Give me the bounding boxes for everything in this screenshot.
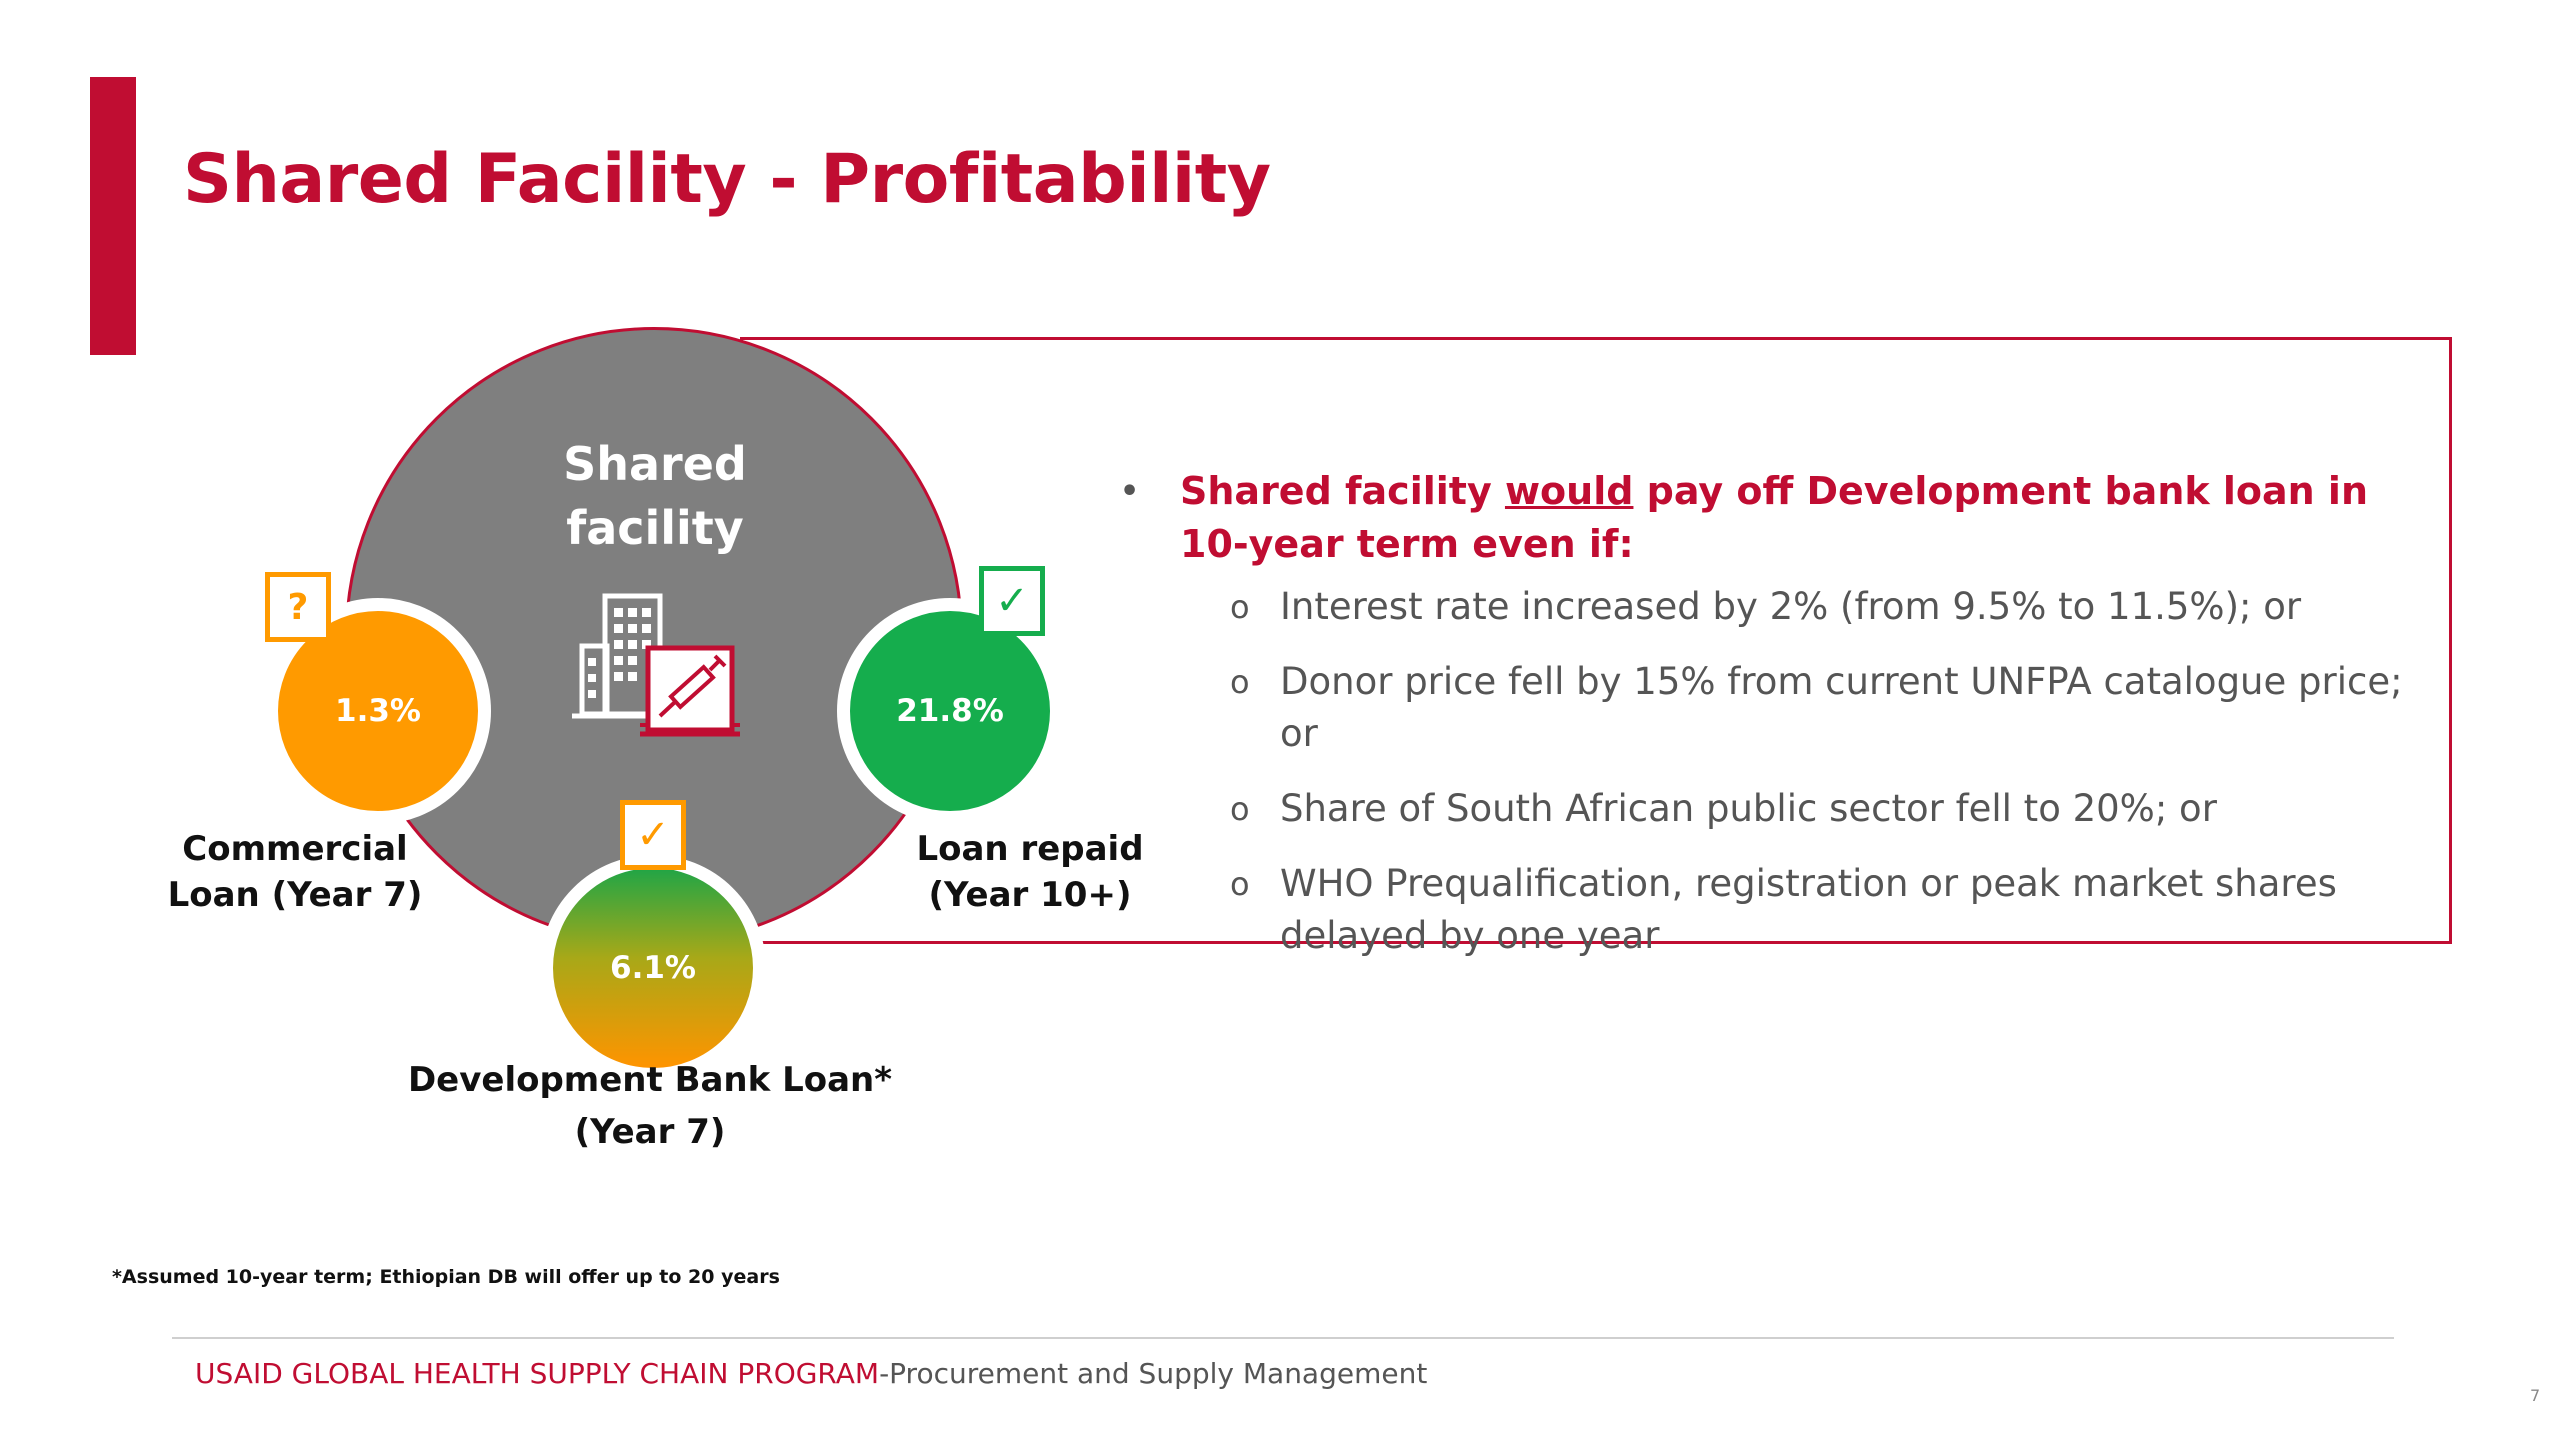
sub-bullet-marker: o — [1230, 588, 1250, 626]
list-item: o Interest rate increased by 2% (from 9.5… — [1230, 581, 2440, 633]
title-accent-bar — [90, 77, 136, 355]
list-item-text: Interest rate increased by 2% (from 9.5%… — [1280, 585, 2302, 628]
main-bullet: • Shared facility would pay off Developm… — [1120, 465, 2440, 571]
question-mark-icon: ? — [265, 572, 331, 642]
building-with-syringe-icon — [572, 593, 740, 737]
list-item-text: Donor price fell by 15% from current UNF… — [1280, 660, 2403, 755]
footnote: *Assumed 10-year term; Ethiopian DB will… — [112, 1266, 780, 1288]
footer-tagline: -Procurement and Supply Management — [879, 1357, 1428, 1390]
checkmark-icon: ✓ — [620, 800, 686, 870]
commercial-loan-caption: Commercial Loan (Year 7) — [167, 829, 423, 915]
heading-part: Shared facility — [1180, 469, 1505, 513]
list-item-text: Share of South African public sector fel… — [1280, 787, 2217, 830]
heading-part: pay off Development bank loan in 10-year… — [1180, 469, 2369, 566]
sub-bullet-marker: o — [1230, 865, 1250, 903]
development-bank-loan-caption: Development Bank Loan* (Year 7) — [407, 1060, 893, 1152]
shared-facility-label: Shared facility — [563, 437, 747, 555]
footer-brand: USAID GLOBAL HEALTH SUPPLY CHAIN PROGRAM — [195, 1357, 880, 1390]
sub-bullet-marker: o — [1230, 790, 1250, 828]
list-item-text: WHO Prequalification, registration or pe… — [1280, 862, 2337, 957]
sub-bullet-marker: o — [1230, 663, 1250, 701]
checkmark-icon: ✓ — [979, 566, 1045, 636]
footer-divider — [172, 1337, 2394, 1339]
page-number: 7 — [2530, 1386, 2541, 1405]
loan-repaid-caption: Loan repaid (Year 10+) — [916, 829, 1144, 915]
list-item: o Donor price fell by 15% from current UN… — [1230, 656, 2440, 760]
slide-title: Shared Facility - Profitability — [183, 140, 1271, 219]
development-bank-loan-circle: 6.1% — [540, 855, 766, 1081]
condition-list: o Interest rate increased by 2% (from 9.5… — [1230, 581, 2440, 962]
callout-content: • Shared facility would pay off Developm… — [1120, 465, 2440, 985]
footer: USAID GLOBAL HEALTH SUPPLY CHAIN PROGRAM… — [195, 1357, 1427, 1390]
main-bullet-text: Shared facility would pay off Developmen… — [1180, 465, 2440, 571]
heading-emphasis: would — [1504, 469, 1634, 513]
bullet-marker: • — [1120, 474, 1140, 509]
list-item: o Share of South African public sector fe… — [1230, 783, 2440, 835]
profitability-graphic: Shared facility 1.3% 21.8% 6.1% ? ✓ ✓ — [0, 0, 1200, 1200]
list-item: o WHO Prequalification, registration or p… — [1230, 858, 2440, 962]
